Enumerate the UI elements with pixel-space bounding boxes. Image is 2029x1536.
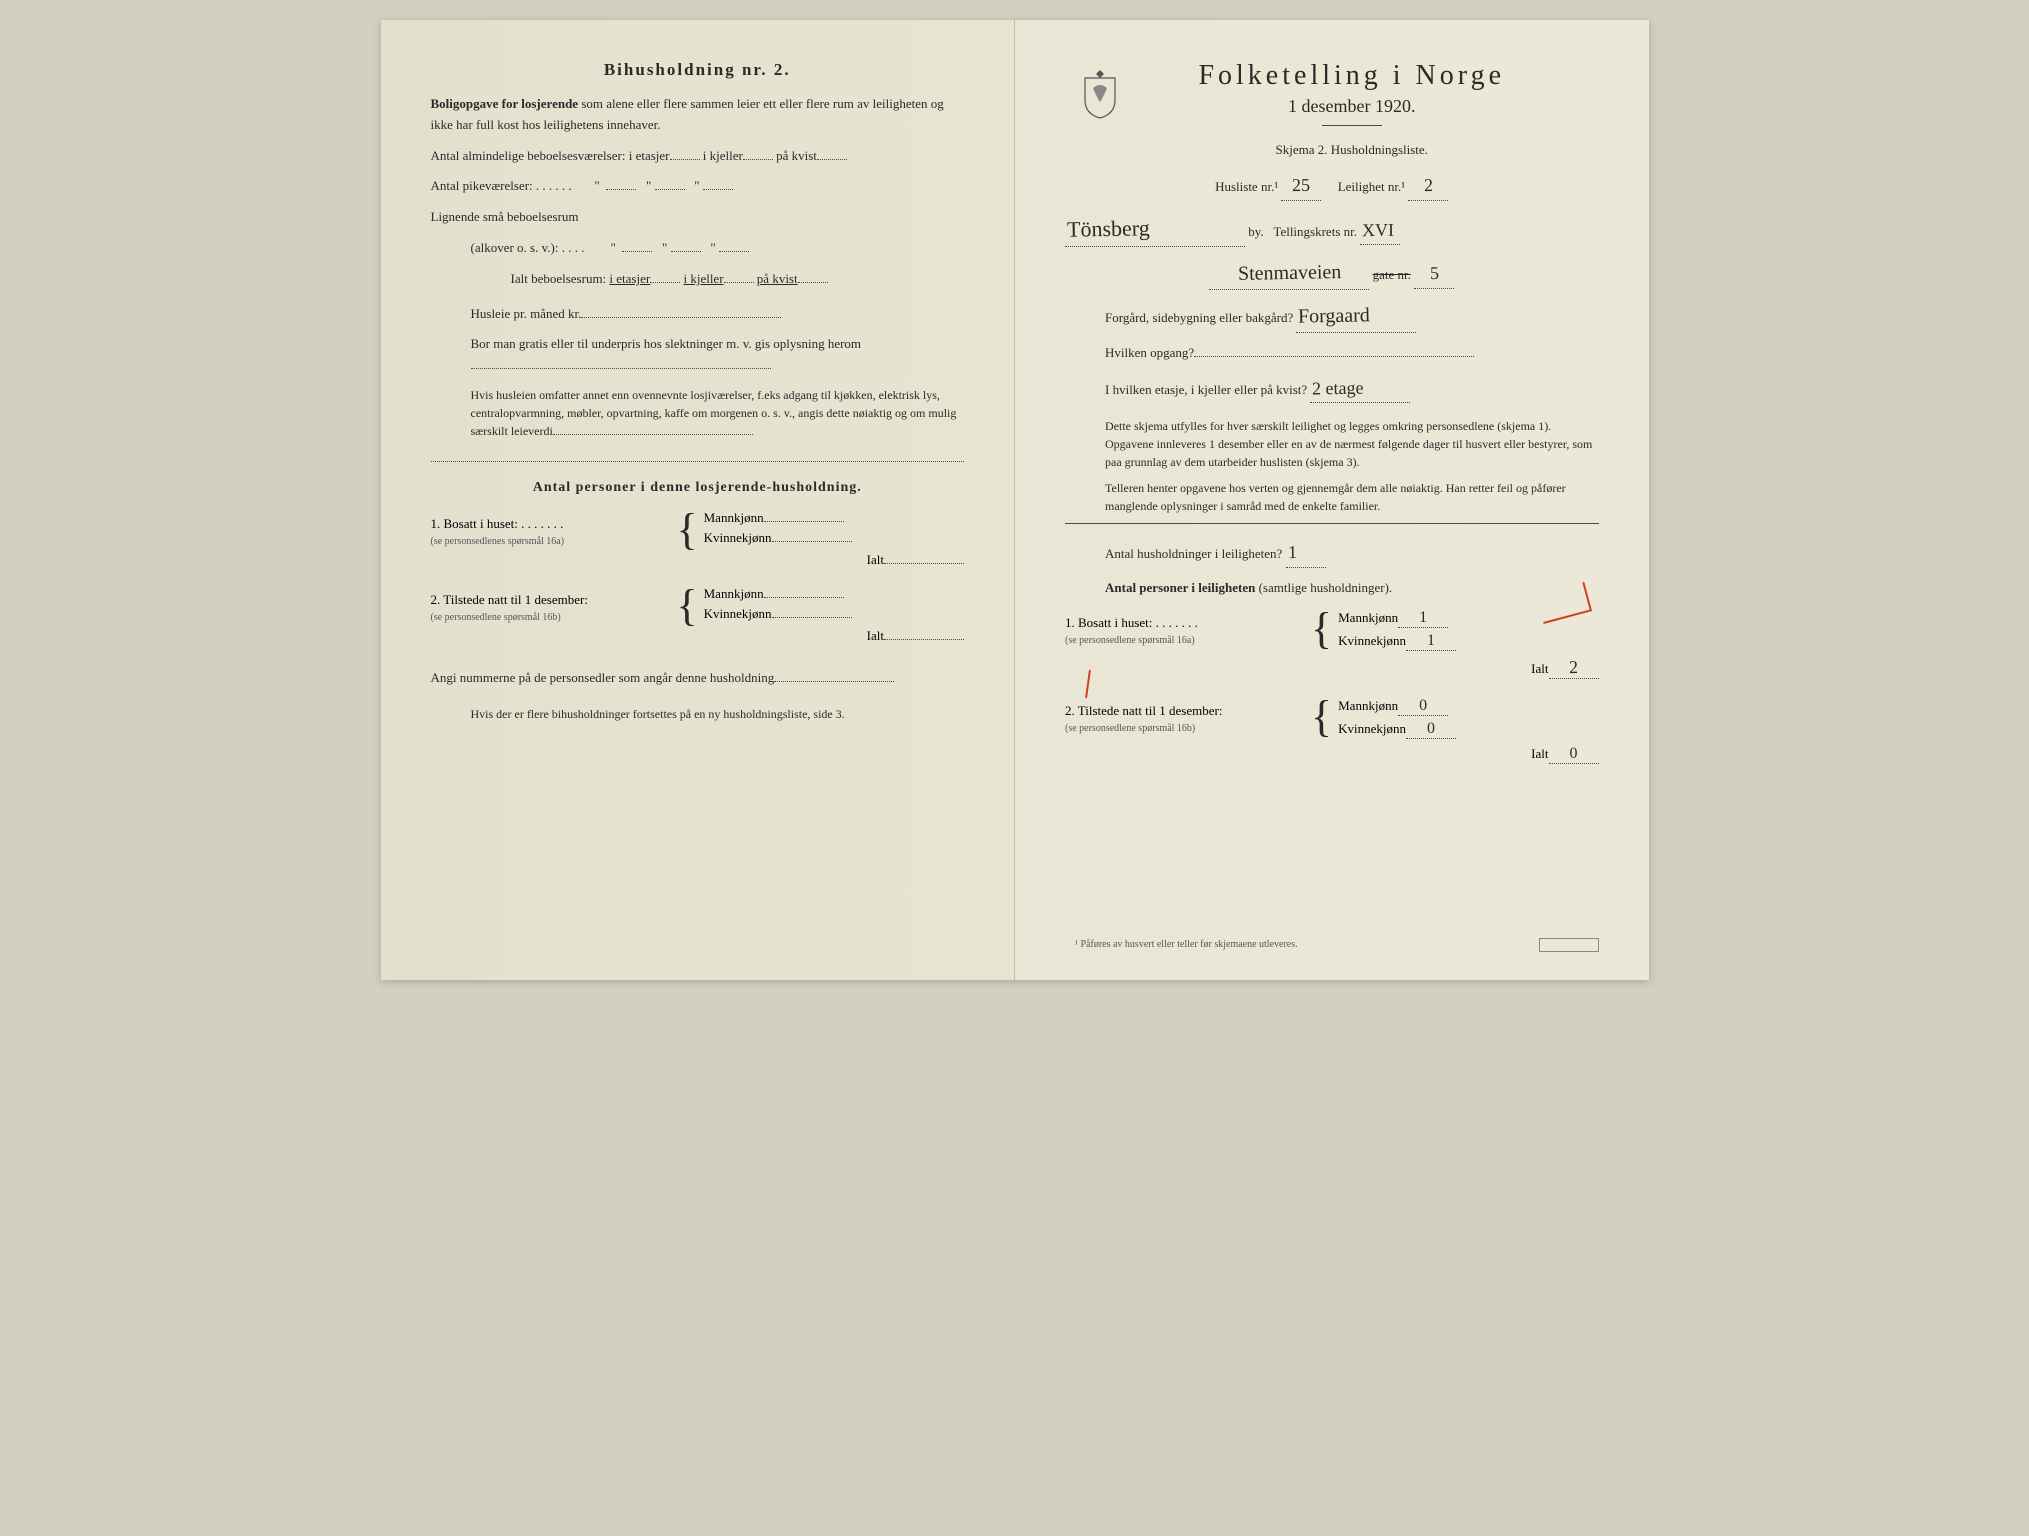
brace-icon: {	[1311, 609, 1332, 649]
hr	[1065, 523, 1599, 524]
printer-stamp	[1539, 938, 1599, 952]
husleie-line: Husleie pr. måned kr.	[431, 304, 965, 325]
pikevaerelser-line: Antal pikeværelser: . . . . . . " " "	[431, 176, 965, 197]
bor-gratis: Bor man gratis eller til underpris hos s…	[431, 334, 965, 376]
footnote: ¹ Påføres av husvert eller teller før sk…	[1075, 939, 1298, 950]
brace-icon: {	[677, 586, 698, 626]
husliste-line: Husliste nr.¹ 25 Leilighet nr.¹ 2	[1065, 171, 1599, 201]
document: Bihusholdning nr. 2. Boligopgave for los…	[381, 20, 1649, 980]
divider	[1322, 125, 1382, 126]
alkover-line: (alkover o. s. v.): . . . . " " "	[431, 238, 965, 259]
left-bosatt-group: 1. Bosatt i huset: . . . . . . . (se per…	[431, 510, 965, 572]
brace-icon: {	[677, 510, 698, 550]
rooms-line: Antal almindelige beboelsesværelser: i e…	[431, 146, 965, 167]
right-subtitle: 1 desember 1920.	[1105, 96, 1599, 117]
right-tilstede-group: 2. Tilstede natt til 1 desember: (se per…	[1065, 697, 1599, 768]
etasje-line: I hvilken etasje, i kjeller eller på kvi…	[1065, 374, 1599, 404]
forgard-line: Forgård, sidebygning eller bakgård? Forg…	[1065, 300, 1599, 333]
intro-bold: Boligopgave for losjerende	[431, 96, 579, 111]
skjema-label: Skjema 2. Husholdningsliste.	[1105, 140, 1599, 161]
coat-of-arms-icon	[1079, 68, 1121, 120]
section2-title: Antal personer i denne losjerende-hushol…	[431, 480, 965, 496]
angi-line: Angi nummerne på de personsedler som ang…	[431, 668, 965, 689]
gate-line: Stenmaveien gate nr. 5	[1065, 257, 1599, 290]
right-header: Folketelling i Norge 1 desember 1920. Sk…	[1065, 60, 1599, 161]
intro-text: Boligopgave for losjerende som alene ell…	[431, 94, 965, 136]
left-title: Bihusholdning nr. 2.	[431, 60, 965, 80]
by-line: Tönsberg by. Tellingskrets nr. XVI	[1065, 211, 1599, 247]
left-page: Bihusholdning nr. 2. Boligopgave for los…	[381, 20, 1016, 980]
right-bosatt-group: 1. Bosatt i huset: . . . . . . . (se per…	[1065, 609, 1599, 683]
opgang-line: Hvilken opgang?	[1065, 343, 1599, 364]
hvis-husleien: Hvis husleien omfatter annet enn ovennev…	[431, 386, 965, 440]
antal-pers-title: Antal personer i leiligheten (samtlige h…	[1065, 578, 1599, 599]
antal-hush: Antal husholdninger i leiligheten? 1	[1065, 538, 1599, 568]
left-tilstede-group: 2. Tilstede natt til 1 desember: (se per…	[431, 586, 965, 648]
lignende-line: Lignende små beboelsesrum	[431, 207, 965, 228]
right-page: Folketelling i Norge 1 desember 1920. Sk…	[1015, 20, 1649, 980]
ialt-beboelsesrum: Ialt beboelsesrum: i etasjer i kjeller p…	[431, 269, 965, 290]
brace-icon: {	[1311, 697, 1332, 737]
hvis-flere: Hvis der er flere bihusholdninger fortse…	[431, 705, 965, 723]
instructions2: Telleren henter opgavene hos verten og g…	[1065, 479, 1599, 515]
instructions: Dette skjema utfylles for hver særskilt …	[1065, 417, 1599, 471]
right-title: Folketelling i Norge	[1105, 60, 1599, 92]
